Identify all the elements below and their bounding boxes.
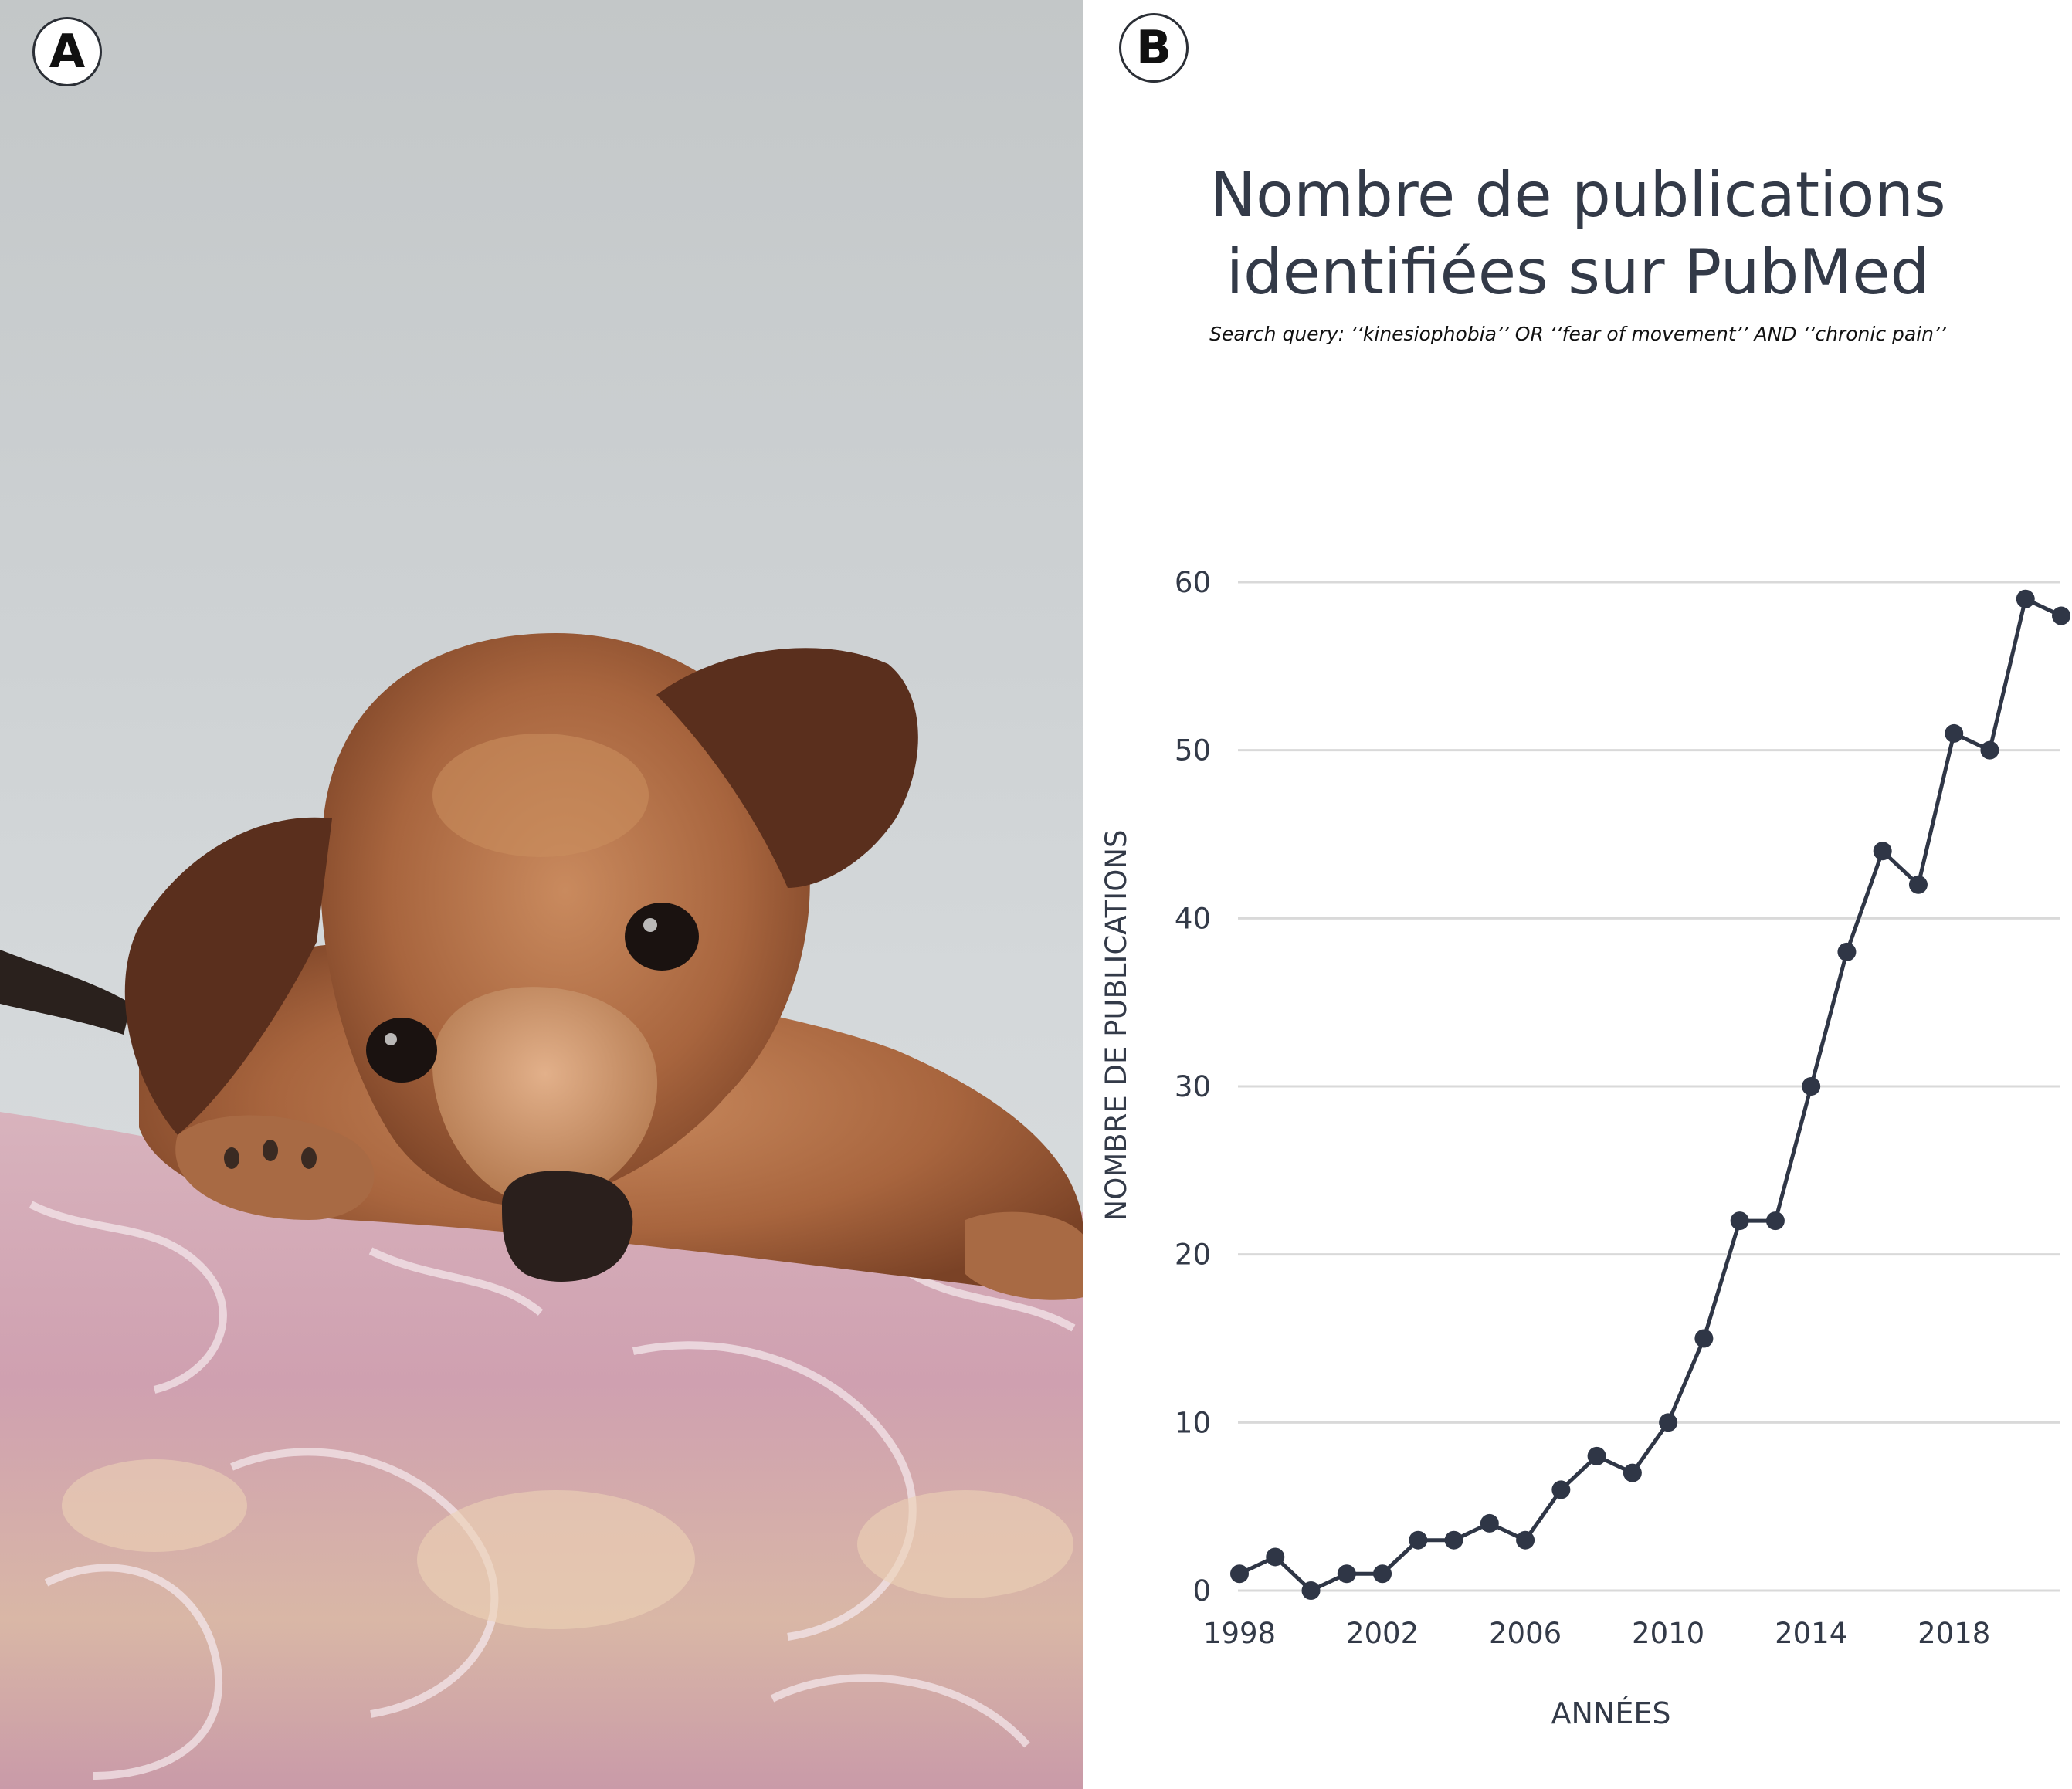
data-point-2017: [1908, 875, 1928, 894]
x-tick-label: 2014: [1775, 1617, 1847, 1650]
data-point-2016: [1873, 842, 1892, 861]
chart-panel: Nombre de publications identifiées sur P…: [1083, 0, 2072, 1789]
data-point-2019: [1980, 740, 1999, 760]
data-point-1998: [1230, 1564, 1249, 1584]
data-point-2003: [1409, 1530, 1428, 1550]
y-tick-label: 30: [1175, 1070, 1211, 1103]
panel-b-label: B: [1119, 13, 1189, 83]
data-point-2000: [1301, 1581, 1321, 1600]
data-point-2015: [1837, 942, 1857, 961]
data-point-2006: [1516, 1530, 1535, 1550]
data-point-2007: [1551, 1480, 1571, 1499]
data-point-2012: [1730, 1211, 1749, 1231]
data-point-2009: [1623, 1463, 1642, 1482]
panel-a-label: A: [32, 17, 102, 86]
data-point-2018: [1945, 723, 1964, 743]
y-tick-label: 0: [1192, 1574, 1211, 1608]
x-tick-label: 2010: [1632, 1617, 1704, 1650]
series-line: [1238, 597, 2063, 1593]
y-axis-label: NOMBRE DE PUBLICATIONS: [1100, 830, 1133, 1221]
chart-title-line-1: Nombre de publications: [1209, 159, 1946, 231]
x-tick-labels: 1998 2002 2006 2010 2014 2018: [1203, 1617, 1990, 1650]
y-tick-label: 10: [1175, 1406, 1211, 1439]
puppy-photo: A: [0, 0, 1083, 1789]
grid-lines: [1238, 581, 2060, 1592]
data-point-2004: [1444, 1530, 1463, 1550]
x-tick-label: 2006: [1489, 1617, 1562, 1650]
chart-subtitle: Search query: ‘‘kinesiophobia’’ OR ‘‘fea…: [1209, 323, 1946, 345]
data-point-2005: [1480, 1513, 1499, 1533]
x-tick-label: 2002: [1346, 1617, 1419, 1650]
data-point-2001: [1337, 1564, 1356, 1584]
data-point-2013: [1765, 1211, 1785, 1231]
data-point-2020: [2016, 589, 2035, 608]
data-point-2014: [1802, 1077, 1821, 1096]
y-tick-label: 20: [1175, 1238, 1211, 1272]
data-point-2021: [2052, 606, 2070, 625]
data-point-2011: [1694, 1329, 1714, 1348]
x-tick-label: 2018: [1918, 1617, 1990, 1650]
data-point-1999: [1266, 1547, 1285, 1567]
x-axis-label: ANNÉES: [1551, 1696, 1671, 1730]
data-point-2008: [1587, 1446, 1606, 1465]
data-point-2010: [1659, 1413, 1678, 1432]
line-chart: 0 10 20 30 40 50 60 1998 2002 2006 2010 2014 2018 A…: [1100, 566, 2070, 1730]
chart-title-line-2: identifiées sur PubMed: [1226, 236, 1930, 308]
x-tick-label: 1998: [1203, 1617, 1276, 1650]
puppy-illustration: [0, 633, 1083, 1789]
y-tick-labels: 0 10 20 30 40 50 60: [1175, 566, 1211, 1608]
data-point-2002: [1373, 1564, 1392, 1584]
y-tick-label: 60: [1175, 566, 1211, 599]
y-tick-label: 40: [1175, 902, 1211, 935]
y-tick-label: 50: [1175, 734, 1211, 767]
data-points: [1230, 589, 2070, 1600]
